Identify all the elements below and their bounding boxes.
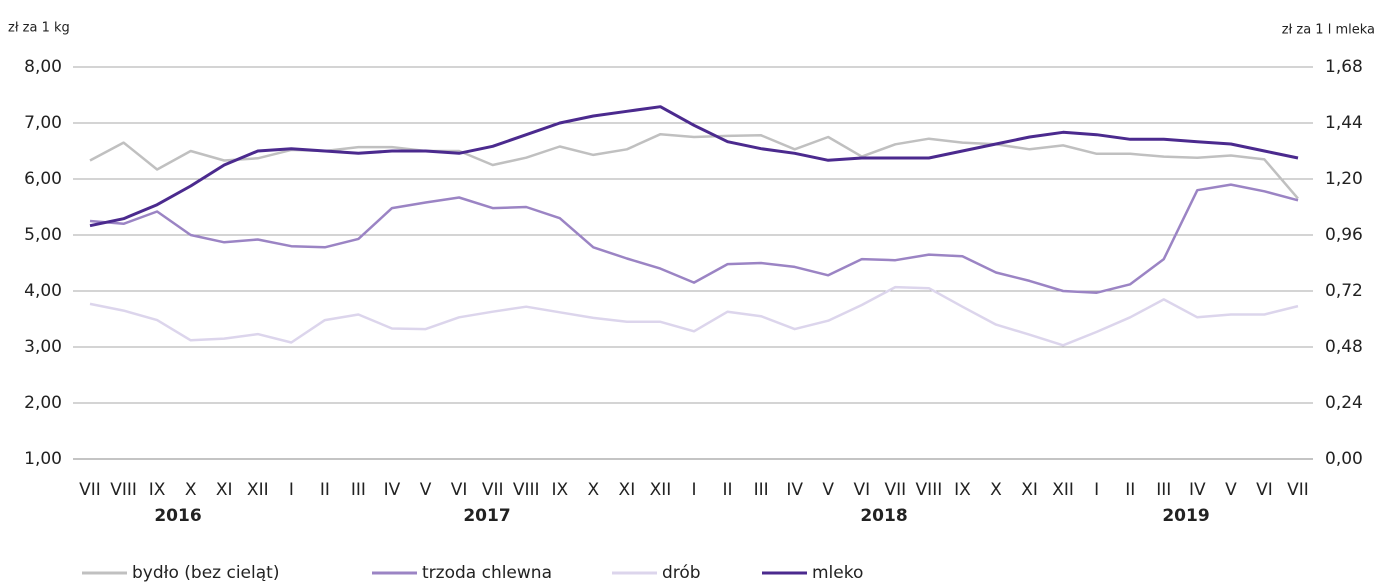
x-tick-label: VII bbox=[482, 480, 504, 500]
line-series bbox=[89, 285, 1299, 347]
x-tick-label: X bbox=[990, 480, 1002, 500]
y-tick-label: 4,00 bbox=[24, 281, 62, 301]
x-tick-label: VII bbox=[1287, 480, 1309, 500]
x-tick-label: IX bbox=[149, 480, 166, 500]
y-tick-label: 1,00 bbox=[24, 449, 62, 469]
x-tick-label: I bbox=[289, 480, 294, 500]
year-label: 2019 bbox=[1162, 506, 1209, 526]
y2-tick-label: 0,48 bbox=[1325, 337, 1363, 357]
x-tick-label: IV bbox=[786, 480, 803, 500]
x-tick-label: III bbox=[351, 480, 366, 500]
x-tick-label: VIII bbox=[513, 480, 540, 500]
x-tick-label: V bbox=[420, 480, 432, 500]
legend-label: mleko bbox=[812, 563, 863, 583]
x-tick-label: II bbox=[723, 480, 733, 500]
x-tick-label: VII bbox=[884, 480, 906, 500]
x-tick-label: VI bbox=[853, 480, 870, 500]
x-tick-label: VI bbox=[451, 480, 468, 500]
y2-tick-label: 0,00 bbox=[1325, 449, 1363, 469]
y-tick-label: 6,00 bbox=[24, 169, 62, 189]
x-tick-label: VIII bbox=[110, 480, 137, 500]
y2-tick-label: 0,24 bbox=[1325, 393, 1363, 413]
y2-tick-label: 0,72 bbox=[1325, 281, 1363, 301]
x-tick-label: XII bbox=[650, 480, 672, 500]
legend-label: bydło (bez cieląt) bbox=[132, 563, 279, 583]
y-axis-label: zł za 1 kg bbox=[8, 21, 70, 36]
line-series bbox=[89, 132, 1299, 200]
line-series bbox=[89, 105, 1299, 228]
y2-tick-label: 1,44 bbox=[1325, 113, 1363, 133]
y-tick-label: 8,00 bbox=[24, 57, 62, 77]
x-tick-label: III bbox=[754, 480, 769, 500]
x-tick-label: XII bbox=[247, 480, 269, 500]
x-tick-label: II bbox=[320, 480, 330, 500]
x-tick-label: I bbox=[691, 480, 696, 500]
x-tick-label: X bbox=[185, 480, 197, 500]
legend-label: trzoda chlewna bbox=[422, 563, 552, 583]
x-tick-label: IX bbox=[954, 480, 971, 500]
x-tick-label: XI bbox=[1021, 480, 1038, 500]
x-tick-label: II bbox=[1125, 480, 1135, 500]
x-tick-label: VIII bbox=[916, 480, 943, 500]
x-tick-label: IV bbox=[1189, 480, 1206, 500]
x-tick-label: I bbox=[1094, 480, 1099, 500]
y-tick-label: 2,00 bbox=[24, 393, 62, 413]
x-tick-label: VI bbox=[1256, 480, 1273, 500]
x-tick-label: III bbox=[1156, 480, 1171, 500]
x-tick-label: XI bbox=[619, 480, 636, 500]
year-label: 2018 bbox=[860, 506, 907, 526]
x-tick-label: V bbox=[1225, 480, 1237, 500]
x-tick-label: IX bbox=[551, 480, 568, 500]
y2-tick-label: 0,96 bbox=[1325, 225, 1363, 245]
x-tick-label: VII bbox=[79, 480, 101, 500]
y-tick-label: 3,00 bbox=[24, 337, 62, 357]
x-tick-label: X bbox=[588, 480, 600, 500]
y2-tick-label: 1,20 bbox=[1325, 169, 1363, 189]
x-tick-label: XI bbox=[216, 480, 233, 500]
legend-label: drób bbox=[662, 563, 701, 583]
y2-axis-label: zł za 1 l mleka bbox=[1282, 23, 1375, 38]
x-tick-label: IV bbox=[384, 480, 401, 500]
y-tick-label: 7,00 bbox=[24, 113, 62, 133]
year-label: 2016 bbox=[154, 506, 201, 526]
year-label: 2017 bbox=[463, 506, 510, 526]
x-tick-label: XII bbox=[1052, 480, 1074, 500]
y-tick-label: 5,00 bbox=[24, 225, 62, 245]
y2-tick-label: 1,68 bbox=[1325, 57, 1363, 77]
x-tick-label: V bbox=[822, 480, 834, 500]
line-series bbox=[89, 183, 1299, 294]
